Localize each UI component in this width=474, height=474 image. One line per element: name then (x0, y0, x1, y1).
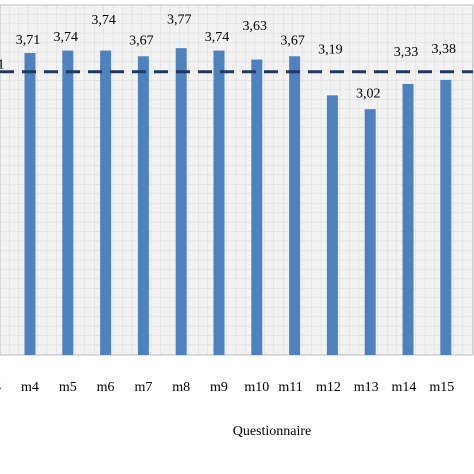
x-tick-label: m12 (316, 380, 341, 395)
x-tick-label: m15 (429, 380, 454, 395)
value-label: 3,71 (16, 33, 41, 48)
bar (24, 53, 36, 355)
x-tick-label: m9 (210, 380, 228, 395)
value-label: 3,74 (54, 30, 79, 45)
x-tick-label: m7 (134, 380, 152, 395)
x-tick-label: m3 (0, 380, 1, 395)
bar (100, 50, 112, 356)
value-label: 3,38 (432, 42, 457, 57)
value-label: 3,77 (167, 12, 192, 27)
bar (289, 56, 301, 356)
bar (137, 56, 149, 356)
x-tick-label: m13 (354, 380, 379, 395)
bar (364, 109, 376, 356)
x-tick-label: m11 (278, 380, 302, 395)
value-label: 3,67 (280, 33, 305, 48)
x-tick-label: m6 (97, 380, 115, 395)
x-tick-label: m5 (59, 380, 77, 395)
x-axis-title: Questionnaire (233, 424, 312, 439)
x-tick-label: m8 (172, 380, 190, 395)
x-tick-label: m10 (244, 380, 269, 395)
x-tick-label: m14 (392, 380, 417, 395)
bar (440, 79, 452, 355)
value-label: 3,67 (129, 33, 154, 48)
x-tick-label: m4 (21, 380, 39, 395)
value-label: 3,63 (243, 19, 268, 34)
grid (0, 5, 473, 355)
value-label: 3,74 (91, 13, 116, 28)
bar (175, 48, 187, 356)
value-label: 3,41 (0, 58, 4, 73)
value-label: 3,74 (205, 30, 230, 45)
bar (326, 95, 338, 355)
bar (213, 50, 225, 356)
value-label: 3,02 (356, 86, 381, 101)
value-label: 3,19 (318, 43, 343, 58)
bar (251, 59, 263, 356)
bar (402, 83, 414, 355)
value-label: 3,33 (394, 45, 419, 60)
bar (62, 50, 74, 356)
